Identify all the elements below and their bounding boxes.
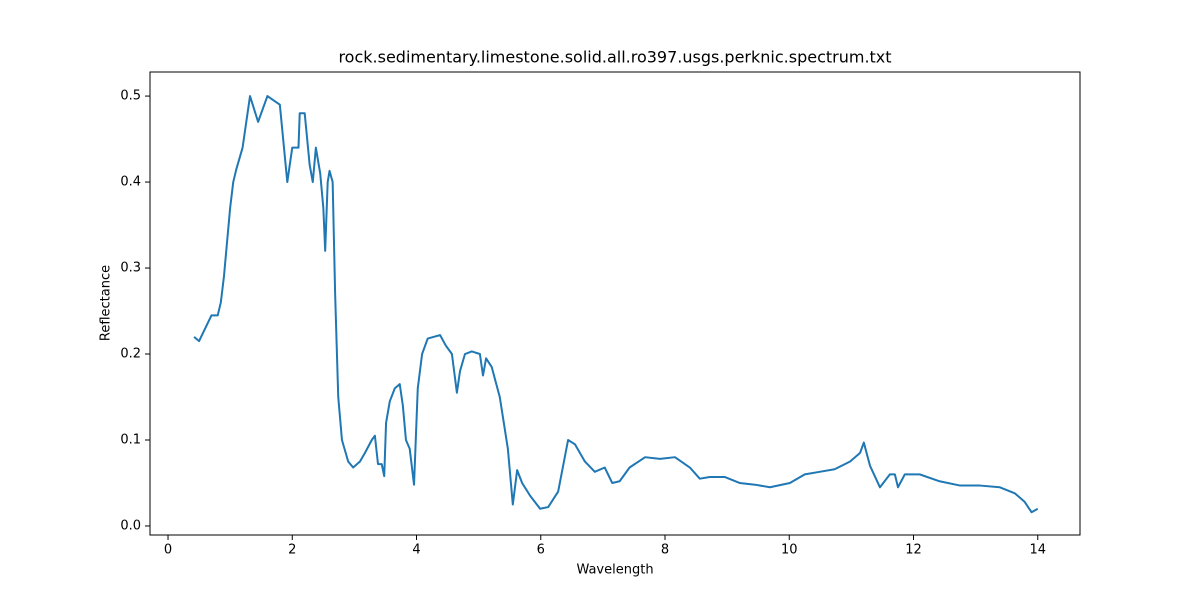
y-axis-label: Reflectance [99, 265, 114, 341]
x-tick-label: 8 [661, 543, 669, 558]
x-tick-label: 10 [781, 543, 798, 558]
x-axis-label: Wavelength [576, 563, 653, 578]
y-tick-label: 0.3 [120, 261, 141, 276]
x-tick-label: 4 [412, 543, 420, 558]
x-tick-label: 14 [1029, 543, 1046, 558]
y-tick-label: 0.0 [120, 518, 141, 533]
x-tick-label: 0 [164, 543, 172, 558]
y-tick-label: 0.5 [120, 89, 141, 104]
x-tick-label: 6 [537, 543, 545, 558]
data-line [193, 95, 1039, 514]
x-tick-label: 2 [288, 543, 296, 558]
y-tick-label: 0.2 [120, 347, 141, 362]
y-tick-label: 0.1 [120, 432, 141, 447]
plot-frame [149, 71, 1081, 536]
x-tick-label: 12 [905, 543, 922, 558]
chart-title: rock.sedimentary.limestone.solid.all.ro3… [338, 48, 891, 67]
y-tick-label: 0.4 [120, 175, 141, 190]
